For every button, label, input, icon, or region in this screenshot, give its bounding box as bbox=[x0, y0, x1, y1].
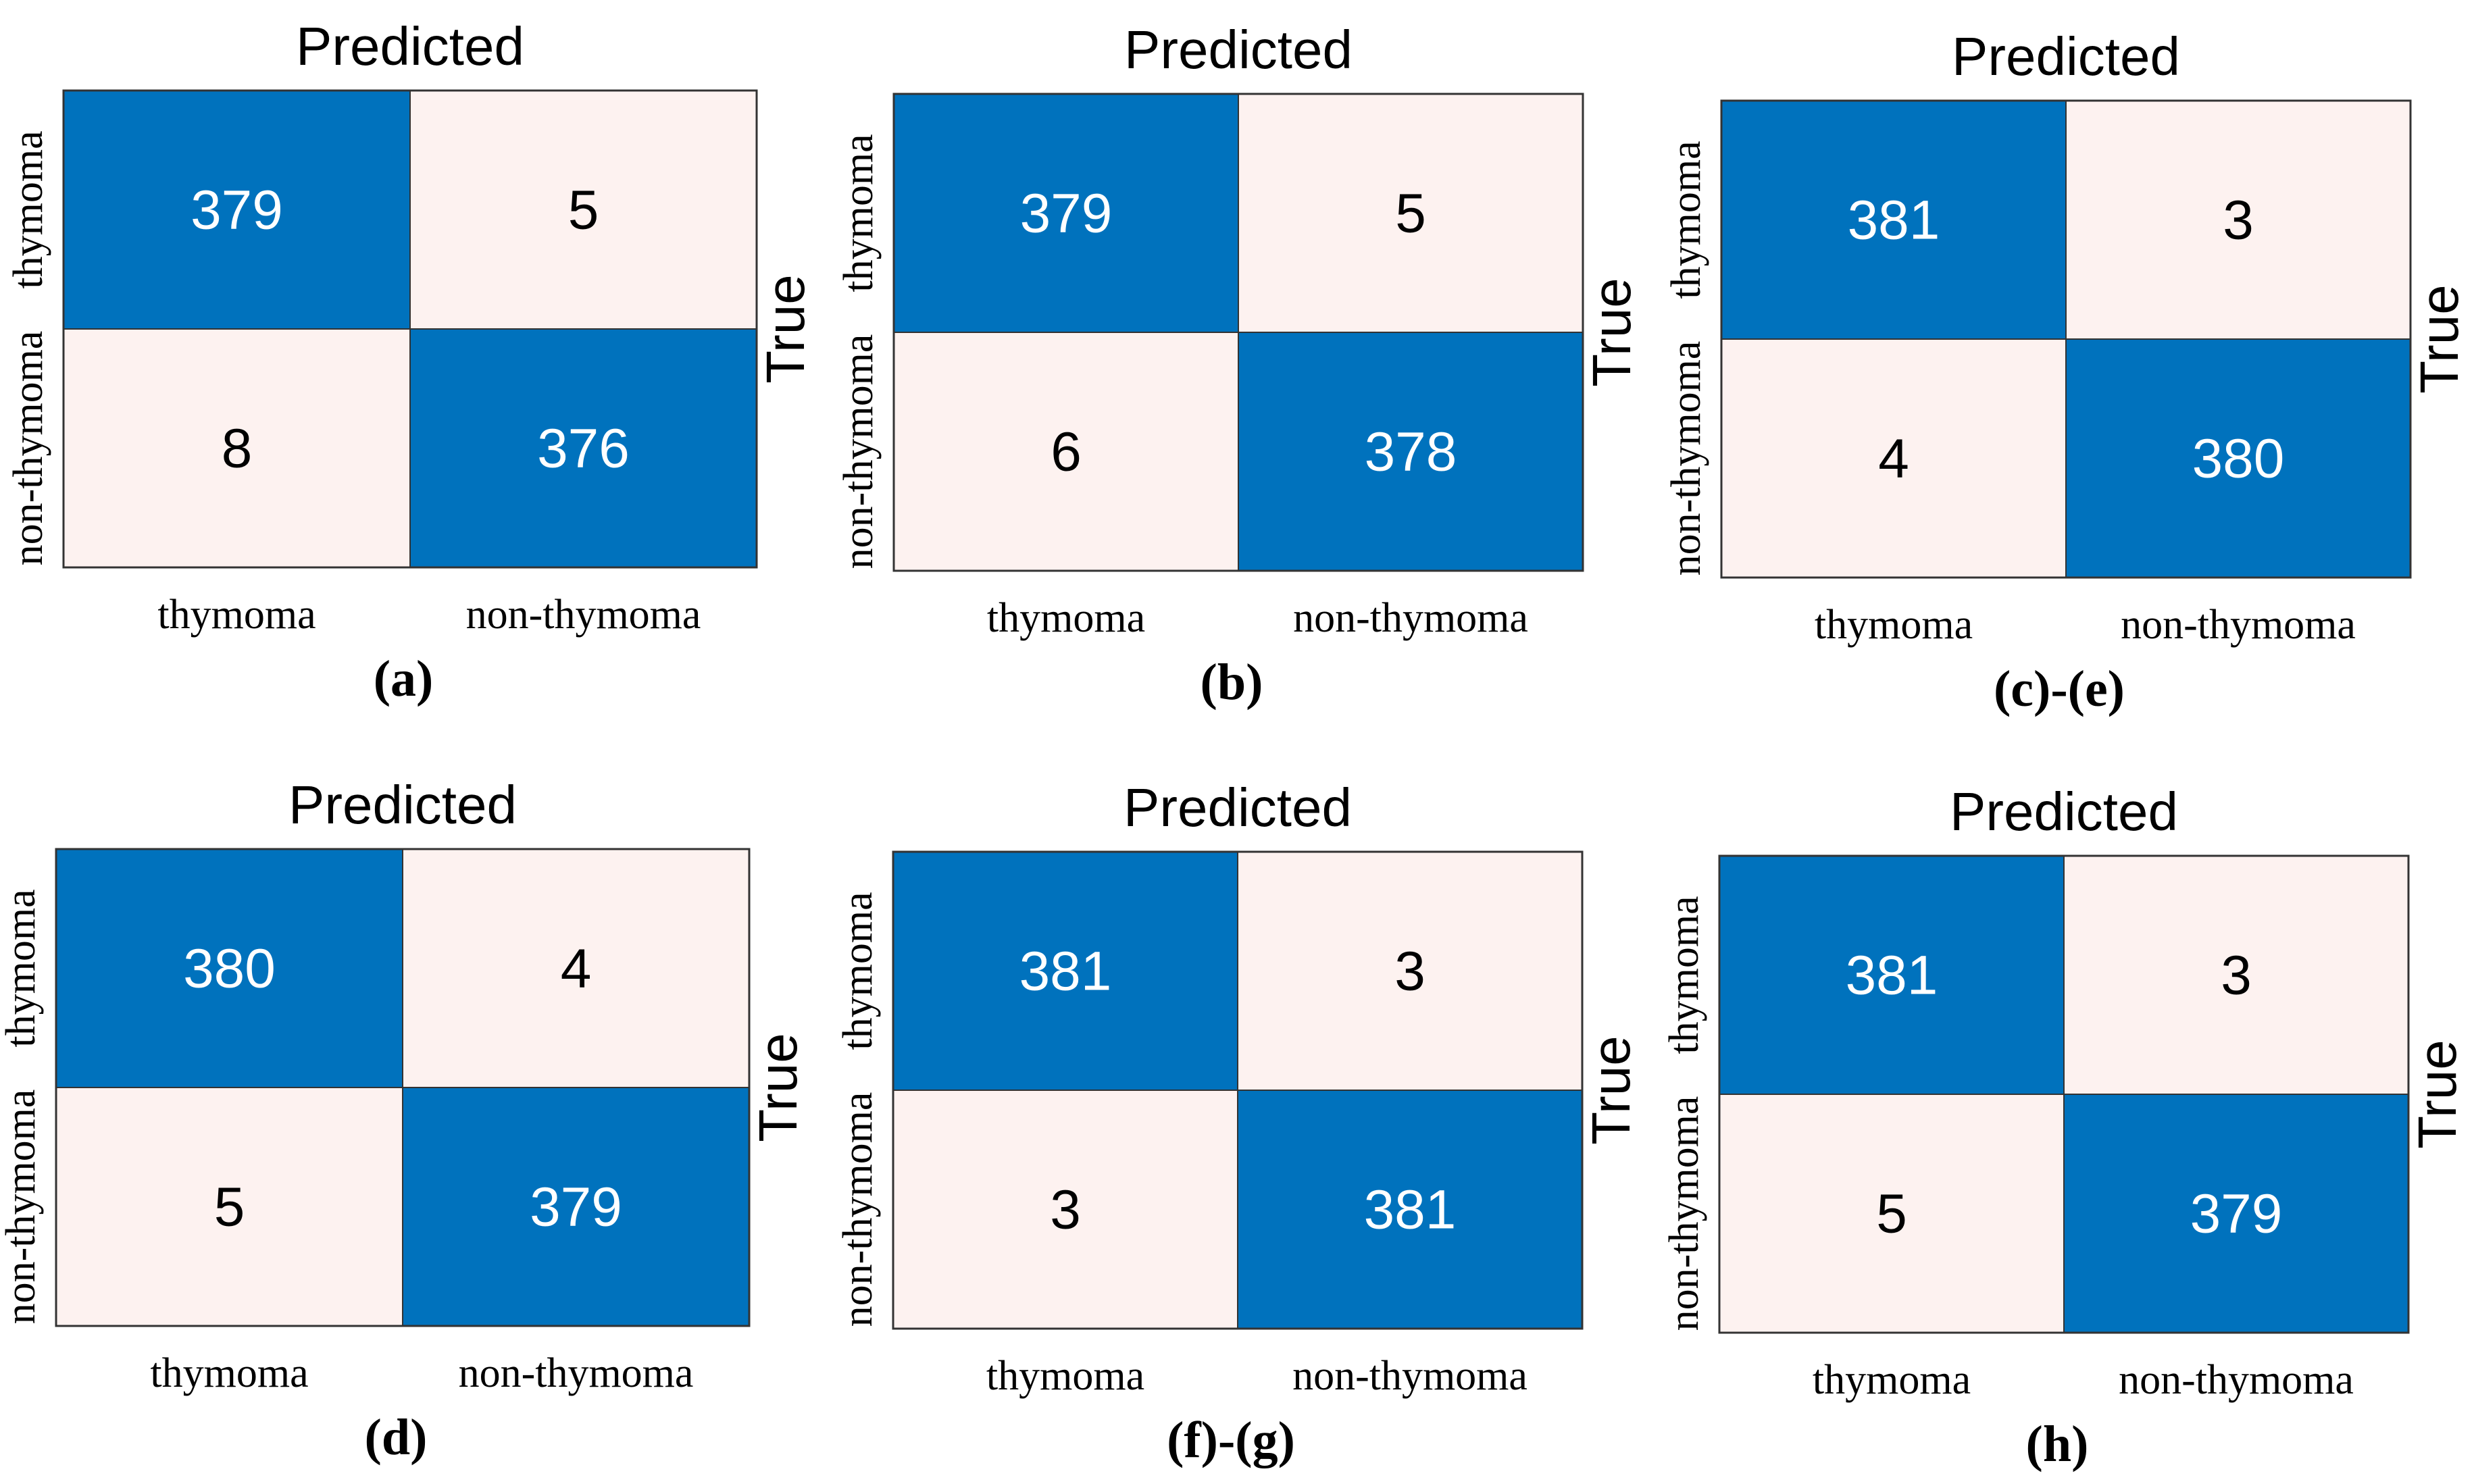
x-tick-label: non-thymoma bbox=[2119, 1357, 2354, 1403]
cell-value-label: 381 bbox=[1364, 1179, 1457, 1241]
cell-value-label: 378 bbox=[1365, 421, 1457, 483]
matrix-cell bbox=[1719, 1094, 2065, 1333]
matrix-cell bbox=[1721, 338, 2067, 578]
matrix-cell bbox=[409, 90, 757, 330]
y-tick-label: non-thymoma bbox=[1661, 1096, 1707, 1331]
y-tick-label: thymoma bbox=[835, 892, 881, 1050]
chart-title: Predicted bbox=[288, 775, 517, 835]
y-tick-label: thymoma bbox=[0, 889, 44, 1047]
panel-caption: (f)-(g) bbox=[1167, 1412, 1295, 1468]
matrix-border bbox=[892, 93, 1584, 572]
cell-value-label: 380 bbox=[2192, 428, 2285, 490]
x-tick-label: thymoma bbox=[157, 592, 315, 638]
cell-value-label: 5 bbox=[1876, 1183, 1907, 1245]
matrix-cell bbox=[2063, 855, 2409, 1095]
confusion-matrix-panel: 379 5 6 378 Predicted True thymoma non-thymoma t… bbox=[836, 20, 1642, 711]
cell-value-label: 381 bbox=[1019, 941, 1112, 1002]
matrix-border bbox=[892, 850, 1584, 1330]
x-tick-label: non-thymoma bbox=[1292, 1353, 1528, 1399]
y-axis-label: True bbox=[755, 274, 815, 384]
y-tick-label: non-thymoma bbox=[835, 1092, 881, 1327]
y-tick-label: thymoma bbox=[836, 134, 882, 292]
y-axis-label: True bbox=[748, 1033, 808, 1142]
x-tick-label: non-thymoma bbox=[1293, 595, 1528, 641]
y-axis-label: True bbox=[1582, 278, 1642, 387]
y-tick-label: thymoma bbox=[1663, 140, 1709, 299]
matrix-border bbox=[1720, 99, 2412, 579]
y-axis-label: True bbox=[2409, 284, 2469, 394]
cell-value-label: 3 bbox=[2221, 945, 2252, 1006]
matrix-cell bbox=[2065, 100, 2411, 340]
cell-value-label: 3 bbox=[2223, 190, 2254, 251]
y-tick-label: non-thymoma bbox=[0, 1090, 44, 1325]
y-axis-label: True bbox=[1581, 1035, 1641, 1145]
matrix-cell bbox=[2065, 338, 2411, 578]
cell-value-label: 4 bbox=[1878, 428, 1909, 490]
cell-value-label: 8 bbox=[222, 418, 253, 480]
panel-caption: (c)-(e) bbox=[1994, 661, 2125, 717]
x-tick-label: non-thymoma bbox=[459, 1350, 694, 1396]
cell-value-label: 5 bbox=[568, 180, 599, 241]
panel-caption: (b) bbox=[1201, 654, 1263, 711]
chart-title: Predicted bbox=[1950, 782, 2178, 842]
cell-value-label: 380 bbox=[183, 938, 276, 1000]
matrix-cell bbox=[409, 328, 757, 568]
confusion-matrix-panel: 379 5 8 376 Predicted True thymoma non-thymoma t… bbox=[5, 16, 815, 707]
cell-value-label: 5 bbox=[214, 1177, 245, 1238]
chart-title: Predicted bbox=[1952, 26, 2180, 86]
matrix-cell bbox=[1238, 93, 1584, 333]
x-tick-label: thymoma bbox=[987, 595, 1145, 641]
confusion-matrix-panel: 381 3 5 379 Predicted True thymoma non-thymoma t… bbox=[1661, 782, 2467, 1473]
matrix-cell bbox=[63, 328, 411, 568]
cell-value-label: 3 bbox=[1050, 1179, 1081, 1241]
y-tick-label: thymoma bbox=[1661, 896, 1707, 1054]
matrix-cell bbox=[892, 1090, 1238, 1329]
y-tick-label: non-thymoma bbox=[5, 331, 51, 566]
matrix-cell bbox=[1721, 100, 2067, 340]
cell-value-label: 381 bbox=[1848, 190, 1940, 251]
matrix-cell bbox=[402, 848, 750, 1088]
confusion-matrix-panel: 381 3 3 381 Predicted True thymoma non-thymoma t… bbox=[835, 777, 1641, 1468]
matrix-border bbox=[55, 848, 751, 1327]
chart-title: Predicted bbox=[1124, 777, 1352, 838]
x-tick-label: non-thymoma bbox=[466, 592, 701, 638]
cell-value-label: 379 bbox=[1020, 183, 1113, 245]
matrix-cell bbox=[1237, 851, 1583, 1091]
x-tick-label: thymoma bbox=[1815, 602, 1973, 648]
cell-value-label: 4 bbox=[561, 938, 592, 1000]
cell-value-label: 379 bbox=[191, 180, 283, 241]
matrix-border bbox=[1718, 854, 2410, 1334]
cell-value-label: 381 bbox=[1846, 945, 1938, 1006]
confusion-matrix-panel: 380 4 5 379 Predicted True thymoma non-thymoma t… bbox=[0, 775, 808, 1466]
cell-value-label: 5 bbox=[1395, 183, 1426, 245]
panel-caption: (a) bbox=[374, 650, 434, 707]
y-tick-label: thymoma bbox=[5, 130, 51, 288]
chart-title: Predicted bbox=[296, 16, 524, 76]
matrix-cell bbox=[1719, 855, 2065, 1095]
y-tick-label: non-thymoma bbox=[836, 334, 882, 569]
x-tick-label: thymoma bbox=[986, 1353, 1144, 1399]
cell-value-label: 6 bbox=[1051, 421, 1082, 483]
y-tick-label: non-thymoma bbox=[1663, 341, 1709, 576]
cell-value-label: 379 bbox=[530, 1177, 622, 1238]
panel-caption: (h) bbox=[2026, 1416, 2089, 1473]
x-tick-label: thymoma bbox=[150, 1350, 308, 1396]
matrix-cell bbox=[892, 851, 1238, 1091]
matrix-cell bbox=[63, 90, 411, 330]
matrix-cell bbox=[1237, 1090, 1583, 1329]
matrix-cell bbox=[402, 1087, 750, 1327]
cell-value-label: 376 bbox=[537, 418, 630, 480]
matrix-cell bbox=[2063, 1094, 2409, 1333]
panel-caption: (d) bbox=[365, 1409, 428, 1466]
cell-value-label: 3 bbox=[1394, 941, 1425, 1002]
matrix-cell bbox=[1238, 332, 1584, 571]
x-tick-label: non-thymoma bbox=[2121, 602, 2356, 648]
confusion-matrix-panel: 381 3 4 380 Predicted True thymoma non-thymoma t… bbox=[1663, 26, 2469, 717]
cell-value-label: 379 bbox=[2190, 1183, 2283, 1245]
matrix-border bbox=[62, 89, 758, 569]
chart-title: Predicted bbox=[1124, 20, 1353, 80]
x-tick-label: thymoma bbox=[1813, 1357, 1971, 1403]
y-axis-label: True bbox=[2407, 1040, 2467, 1149]
